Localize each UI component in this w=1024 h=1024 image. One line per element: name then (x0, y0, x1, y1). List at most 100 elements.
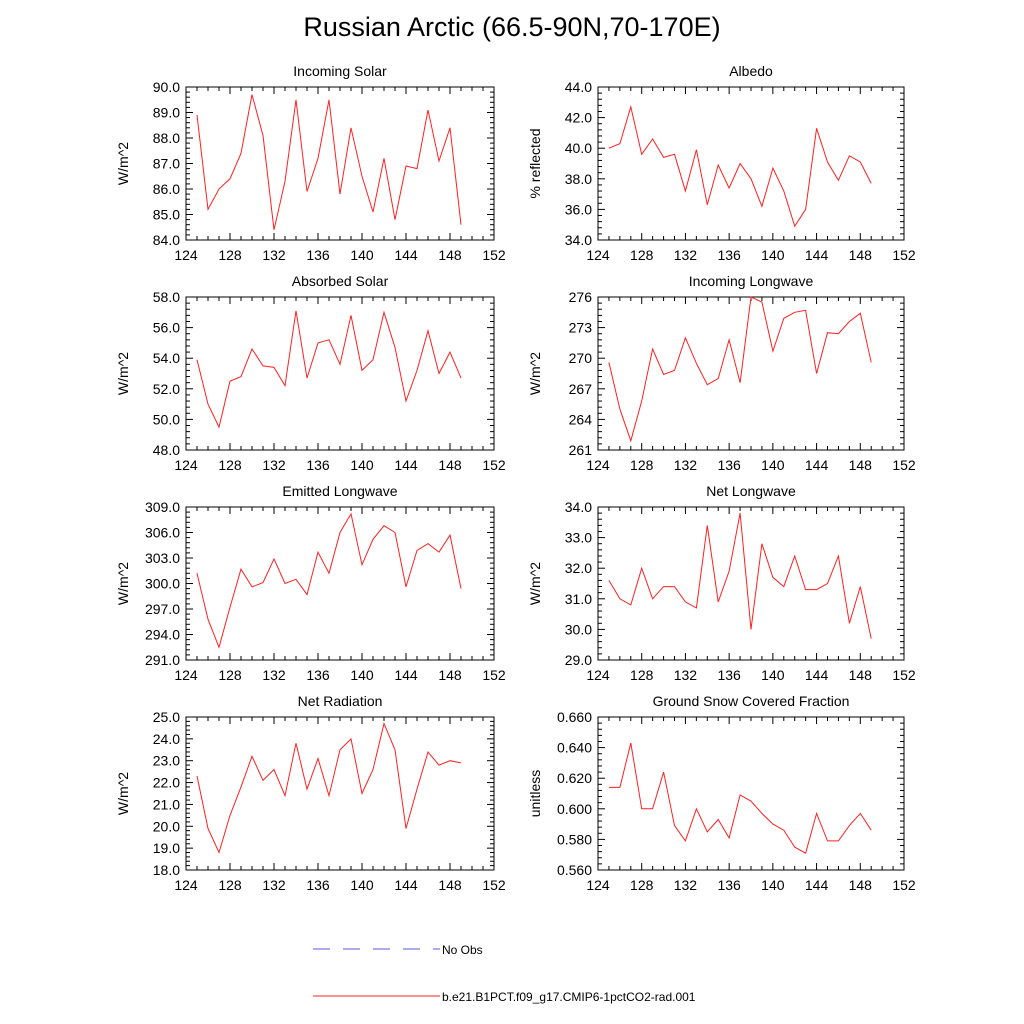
plot-frame (597, 506, 905, 661)
chart-panels: 124 128 132 136 140 144 148 152 84.0 85.0 86.0 87.0… (115, 63, 916, 893)
x-tick-label: 152 (482, 457, 506, 473)
y-tick-label: 48.0 (153, 442, 180, 458)
y-tick-label: 34.0 (565, 232, 592, 248)
x-tick-label: 136 (306, 457, 330, 473)
series-line (196, 310, 462, 429)
y-tick-label: 0.640 (557, 740, 592, 756)
y-tick-label: 276 (569, 289, 593, 305)
y-tick-label: 0.580 (557, 831, 592, 847)
y-tick-label: 309.0 (145, 499, 180, 515)
y-tick-label: 306.0 (145, 525, 180, 541)
x-tick-label: 136 (306, 877, 330, 893)
y-tick-label: 20.0 (153, 818, 180, 834)
x-tick-label: 140 (761, 877, 785, 893)
x-tick-label: 152 (482, 247, 506, 263)
x-tick-label: 144 (805, 877, 829, 893)
x-tick-label: 132 (674, 457, 698, 473)
y-tick-label: 19.0 (153, 840, 180, 856)
x-tick-label: 144 (394, 877, 418, 893)
plot-frame (185, 506, 495, 661)
x-tick-label: 152 (892, 247, 916, 263)
y-tick-label: 54.0 (153, 350, 180, 366)
x-tick-label: 144 (805, 457, 829, 473)
y-tick-label: 0.600 (557, 801, 592, 817)
panel-title: Net Longwave (706, 483, 796, 499)
x-tick-label: 144 (394, 457, 418, 473)
x-tick-label: 148 (849, 457, 873, 473)
y-tick-label: 18.0 (153, 862, 180, 878)
y-tick-label: 291.0 (145, 652, 180, 668)
x-tick-label: 140 (350, 247, 374, 263)
x-tick-label: 136 (717, 877, 741, 893)
y-tick-label: 52.0 (153, 381, 180, 397)
y-tick-label: 22.0 (153, 775, 180, 791)
y-tick-label: 24.0 (153, 731, 180, 747)
x-tick-label: 136 (306, 667, 330, 683)
y-tick-label: 29.0 (565, 652, 592, 668)
y-tick-label: 32.0 (565, 560, 592, 576)
x-tick-label: 128 (630, 247, 654, 263)
x-tick-label: 132 (674, 877, 698, 893)
y-axis-label: W/m^2 (115, 142, 131, 185)
x-tick-label: 136 (717, 457, 741, 473)
y-tick-label: 56.0 (153, 320, 180, 336)
plot-frame (185, 716, 495, 871)
x-tick-label: 128 (630, 877, 654, 893)
x-tick-label: 124 (174, 247, 198, 263)
y-tick-label: 84.0 (153, 232, 180, 248)
x-tick-label: 152 (482, 877, 506, 893)
x-tick-label: 128 (218, 667, 242, 683)
x-tick-label: 152 (892, 667, 916, 683)
chart-panel-2: 124 128 132 136 140 144 148 152 34.0 36.0 38.0 40.0… (527, 63, 916, 263)
x-tick-label: 128 (630, 667, 654, 683)
chart-panel-8: 124 128 132 136 140 144 148 152 0.560 0.580 0.600 0… (527, 693, 916, 893)
x-tick-label: 152 (892, 457, 916, 473)
x-tick-label: 124 (174, 877, 198, 893)
plot-frame (597, 716, 905, 871)
x-tick-label: 152 (482, 667, 506, 683)
x-tick-label: 132 (262, 457, 286, 473)
y-tick-label: 0.660 (557, 709, 592, 725)
x-tick-label: 128 (218, 457, 242, 473)
series-line (608, 513, 872, 639)
x-tick-label: 148 (849, 877, 873, 893)
y-tick-label: 58.0 (153, 289, 180, 305)
y-tick-label: 40.0 (565, 140, 592, 156)
series-line (608, 742, 872, 854)
y-tick-label: 23.0 (153, 753, 180, 769)
chart-panel-4: 124 128 132 136 140 144 148 152 261 264 267 270 273 2… (527, 273, 916, 473)
y-tick-label: 0.560 (557, 862, 592, 878)
y-axis-label: W/m^2 (527, 562, 543, 605)
y-tick-label: 30.0 (565, 621, 592, 637)
series-line (608, 104, 872, 228)
x-tick-label: 148 (849, 667, 873, 683)
x-tick-label: 148 (438, 457, 462, 473)
x-tick-label: 136 (306, 247, 330, 263)
y-tick-label: 300.0 (145, 576, 180, 592)
chart-panel-1: 124 128 132 136 140 144 148 152 84.0 85.0 86.0 87.0… (115, 63, 506, 263)
y-tick-label: 31.0 (565, 591, 592, 607)
series-line (608, 296, 872, 443)
x-tick-label: 132 (262, 247, 286, 263)
x-tick-label: 136 (717, 247, 741, 263)
x-tick-label: 132 (674, 247, 698, 263)
y-axis-label: W/m^2 (115, 562, 131, 605)
y-axis-label: unitless (527, 770, 543, 817)
chart-panel-5: 124 128 132 136 140 144 148 152 291.0 294.0 297.0 3… (115, 483, 506, 683)
panel-title: Incoming Solar (293, 63, 387, 79)
x-tick-label: 132 (262, 877, 286, 893)
x-tick-label: 140 (761, 247, 785, 263)
x-tick-label: 124 (586, 877, 610, 893)
plot-frame (597, 86, 905, 241)
x-tick-label: 124 (586, 457, 610, 473)
x-tick-label: 128 (630, 457, 654, 473)
plot-frame (597, 296, 905, 451)
y-tick-label: 86.0 (153, 181, 180, 197)
y-tick-label: 87.0 (153, 156, 180, 172)
y-axis-label: % reflected (527, 128, 543, 198)
panel-title: Net Radiation (298, 693, 383, 709)
chart-panel-7: 124 128 132 136 140 144 148 152 18.0 19.0 20.0 21.0… (115, 693, 506, 893)
x-tick-label: 136 (717, 667, 741, 683)
panel-title: Incoming Longwave (689, 273, 814, 289)
